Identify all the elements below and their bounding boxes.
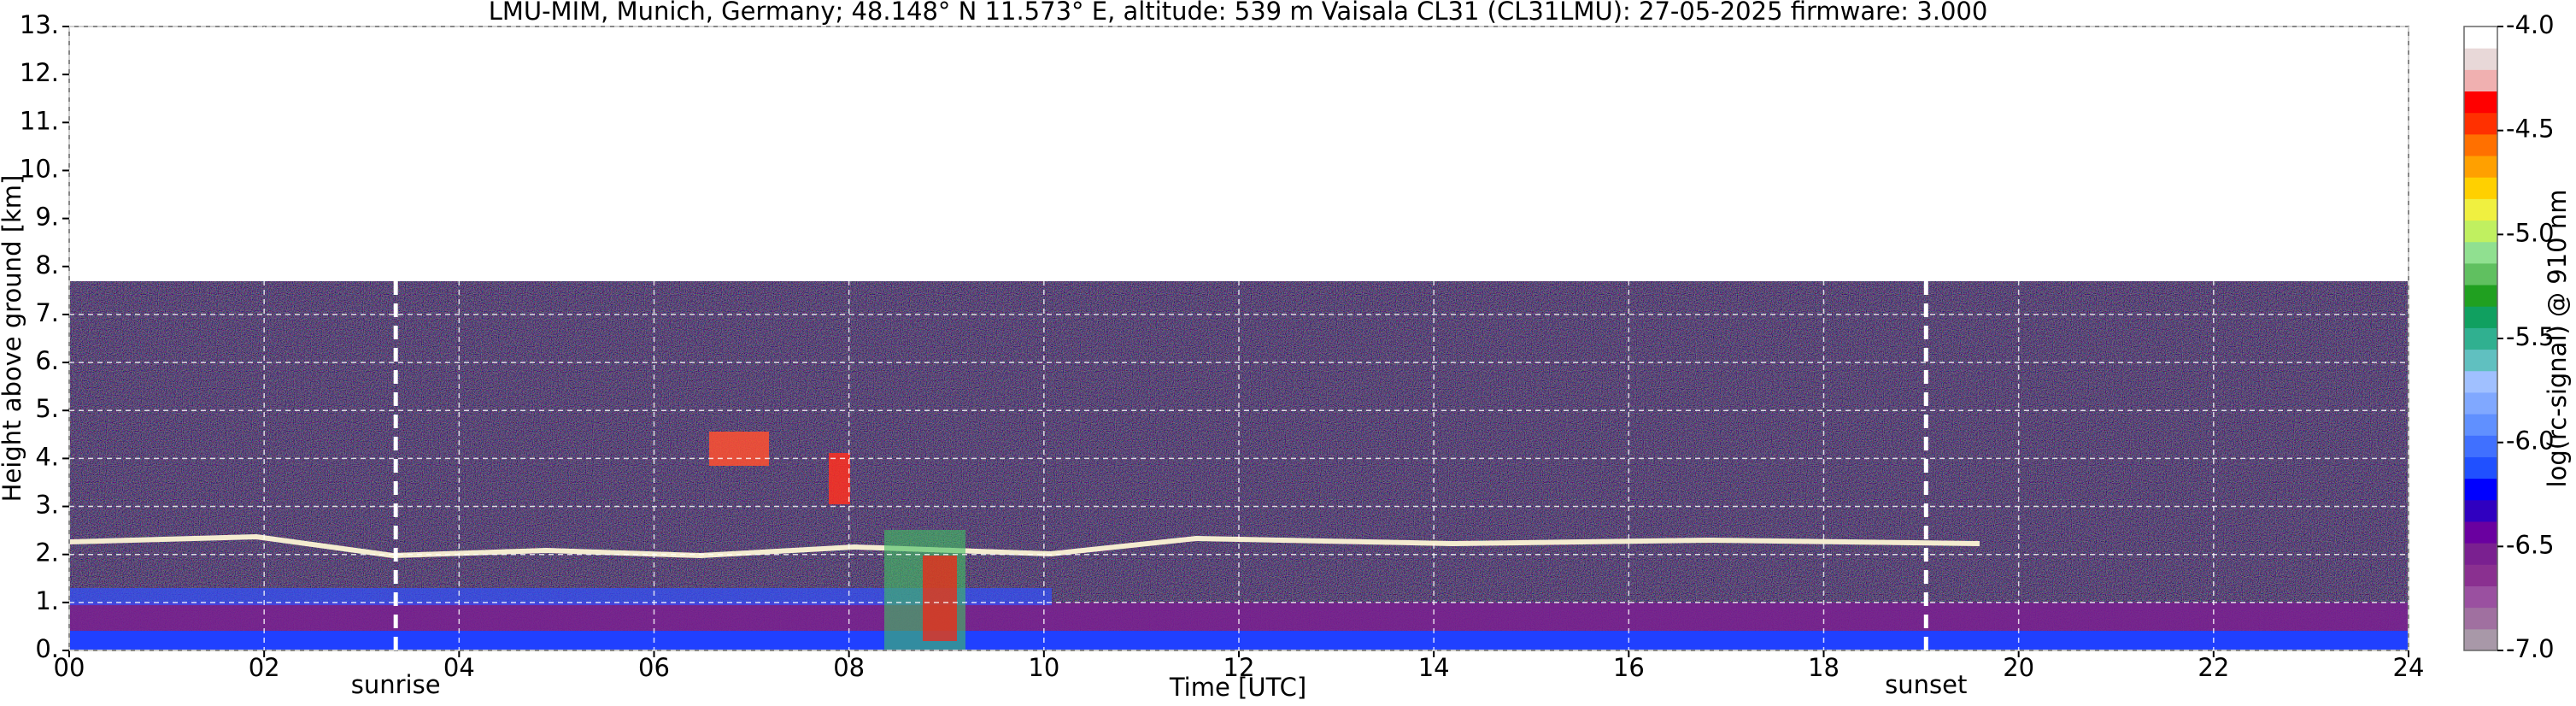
colorbar-segment (2464, 521, 2497, 544)
colorbar-segment (2464, 607, 2497, 630)
colorbar-segment (2464, 306, 2497, 328)
chart-title: LMU-MIM, Munich, Germany; 48.148° N 11.5… (489, 0, 1988, 26)
colorbar-segment (2464, 499, 2497, 522)
colorbar-segment (2464, 414, 2497, 436)
colorbar-segment (2464, 156, 2497, 178)
colorbar-segment (2464, 349, 2497, 372)
colorbar-tick-label: -5.0 (2506, 218, 2555, 247)
y-tick-label: 9. (35, 203, 59, 232)
colorbar-tick-label: -6.5 (2506, 530, 2555, 559)
y-tick-label: 3. (35, 491, 59, 520)
colorbar-segment (2464, 220, 2497, 243)
colorbar-tick-label: -4.5 (2506, 115, 2555, 144)
colorbar-segment (2464, 370, 2497, 393)
colorbar-segment (2464, 133, 2497, 156)
x-tick-label: 16 (1613, 653, 1645, 682)
colorbar-segment (2464, 435, 2497, 457)
y-tick-label: 1. (35, 586, 59, 615)
x-tick-label: 20 (2003, 653, 2034, 682)
y-tick-label: 12. (20, 58, 59, 87)
colorbar-tick-label: -5.5 (2506, 322, 2555, 351)
colorbar-segment (2464, 543, 2497, 565)
colorbar-label: log(rc-signal) @ 910 nm (2543, 190, 2572, 488)
colorbar-segment (2464, 91, 2497, 114)
colorbar-tick-label: -6.0 (2506, 427, 2555, 456)
x-tick-label: 10 (1028, 653, 1059, 682)
x-tick-label: 14 (1418, 653, 1450, 682)
colorbar-segment (2464, 628, 2497, 651)
x-tick-label: 22 (2198, 653, 2229, 682)
colorbar-segment (2464, 112, 2497, 135)
annotation-label: sunset (1885, 670, 1967, 699)
y-tick-label: 5. (35, 394, 59, 423)
x-tick-label: 06 (638, 653, 670, 682)
colorbar-segment (2464, 456, 2497, 479)
x-tick-label: 12 (1223, 653, 1255, 682)
colorbar-segment (2464, 285, 2497, 307)
x-tick-label: 18 (1808, 653, 1840, 682)
x-tick-label: 02 (249, 653, 280, 682)
x-tick-label: 24 (2393, 653, 2425, 682)
colorbar-segment (2464, 262, 2497, 285)
y-tick-label: 0. (35, 634, 59, 663)
annotation-label: sunrise (351, 670, 441, 699)
y-tick-label: 4. (35, 442, 59, 471)
y-tick-label: 2. (35, 538, 59, 568)
x-axis-label: Time [UTC] (1169, 673, 1306, 702)
colorbar-segment (2464, 26, 2497, 49)
colorbar-segment (2464, 198, 2497, 221)
y-tick-label: 6. (35, 346, 59, 375)
colorbar-segment (2464, 177, 2497, 199)
colorbar-tick-label: -7.0 (2506, 634, 2555, 663)
y-axis-label: Height above ground [km] (0, 175, 26, 503)
colorbar-segment (2464, 391, 2497, 415)
colorbar-segment (2464, 585, 2497, 609)
colorbar-tick-label: -4.0 (2506, 10, 2555, 39)
colorbar-segment (2464, 327, 2497, 350)
colorbar-segment (2464, 48, 2497, 70)
y-tick-label: 10. (20, 154, 59, 183)
colorbar-segment (2464, 564, 2497, 586)
y-tick-label: 13. (20, 10, 59, 39)
y-tick-label: 11. (20, 106, 59, 135)
colorbar-segment (2464, 69, 2497, 92)
y-tick-label: 8. (35, 250, 59, 279)
colorbar-segment (2464, 241, 2497, 264)
heatmap-image (68, 281, 2409, 650)
y-tick-label: 7. (35, 298, 59, 327)
x-tick-label: 08 (833, 653, 865, 682)
colorbar-segment (2464, 478, 2497, 501)
x-tick-label: 00 (54, 653, 85, 682)
x-tick-label: 04 (443, 653, 475, 682)
